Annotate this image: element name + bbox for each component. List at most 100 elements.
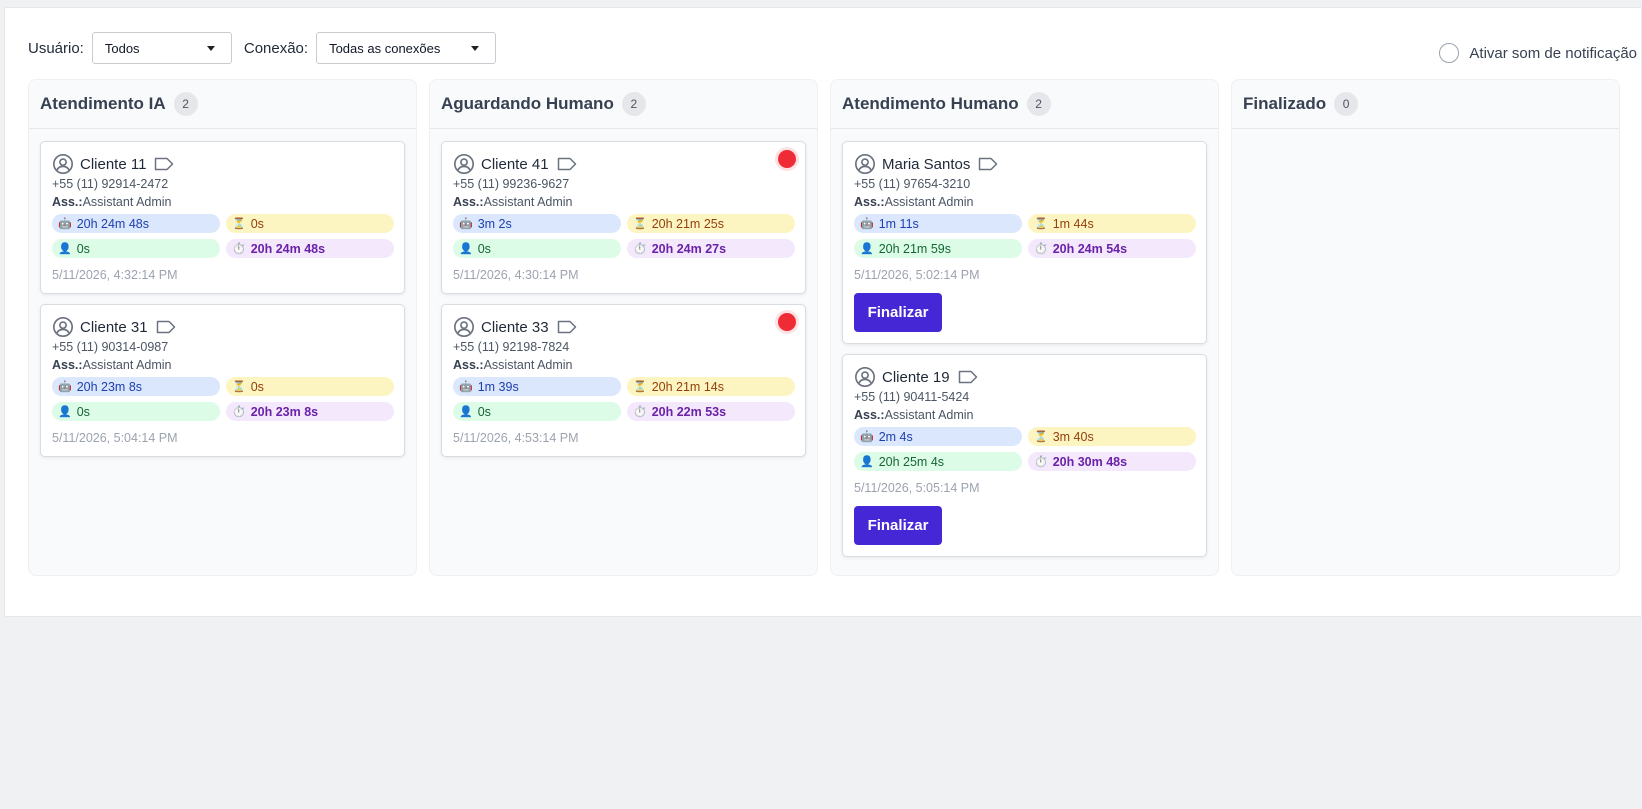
time-chips: 🤖 1m 11s ⏳ 1m 44s 👤 20h 21m 59s ⏱️ 20h 24m 5… [854,214,1196,258]
tag-icon[interactable] [156,320,176,334]
wait-time-chip: ⏳ 0s [226,377,394,396]
client-phone: +55 (11) 90411-5424 [854,390,970,404]
assignee-line: Ass.:Assistant Admin [453,358,795,372]
wait-time-value: 0s [250,379,264,394]
caret-down-icon [206,45,215,51]
tag-icon[interactable] [958,370,978,384]
card-list: Cliente 11 +55 (11) 92914-2472 Ass.:Assi… [29,129,416,457]
time-chips: 🤖 20h 24m 48s ⏳ 0s 👤 0s ⏱️ 20h 24m 48s [52,214,394,258]
human-time-value: 20h 21m 59s [878,241,951,256]
user-filter-select[interactable]: Todos [91,32,232,64]
human-time-value: 20h 25m 4s [878,454,945,469]
ticket-card[interactable]: Cliente 11 +55 (11) 92914-2472 Ass.:Assi… [40,141,405,294]
total-time-value: 20h 23m 8s [250,404,319,419]
time-chips: 🤖 1m 39s ⏳ 20h 21m 14s 👤 0s ⏱️ 20h 22m 53s [453,377,795,421]
ai-time-chip: 🤖 20h 24m 48s [52,214,220,233]
tag-icon[interactable] [557,157,577,171]
assignee-name: Assistant Admin [884,195,974,209]
user-filter-label: Usuário: [28,39,84,57]
ticket-date: 5/11/2026, 5:04:14 PM [52,431,178,445]
ai-time-value: 1m 11s [878,216,919,231]
tag-icon[interactable] [978,157,998,171]
time-chips: 🤖 3m 2s ⏳ 20h 21m 25s 👤 0s ⏱️ 20h 24m 27s [453,214,795,258]
human-time-chip: 👤 0s [453,402,621,421]
total-time-value: 20h 24m 54s [1052,241,1128,256]
column-header: Atendimento IA 2 [29,80,416,129]
caret-down-icon [471,45,480,51]
assignee-label: Ass.: [453,358,484,372]
connection-filter-value: Todas as conexões [329,40,441,56]
wait-time-chip: ⏳ 0s [226,214,394,233]
ai-time-value: 3m 2s [477,216,512,231]
ticket-card[interactable]: Maria Santos +55 (11) 97654-3210 Ass.:As… [842,141,1207,344]
assignee-name: Assistant Admin [82,358,172,372]
ai-time-value: 20h 23m 8s [76,379,143,394]
card-header: Maria Santos [854,153,1196,175]
notification-checkbox[interactable] [1439,43,1460,63]
person-icon: 👤 [459,406,473,418]
finalize-button[interactable]: Finalizar [854,506,942,545]
assignee-name: Assistant Admin [483,195,573,209]
ticket-card[interactable]: Cliente 41 +55 (11) 99236-9627 Ass.:Assi… [441,141,806,294]
assignee-line: Ass.:Assistant Admin [854,408,1196,422]
notification-sound-toggle[interactable]: Ativar som de notificação [1439,43,1637,63]
card-header: Cliente 31 [52,316,394,338]
assignee-label: Ass.: [52,358,83,372]
total-time-value: 20h 24m 48s [250,241,326,256]
tag-icon[interactable] [154,157,174,171]
notification-label: Ativar som de notificação [1469,44,1637,62]
human-time-value: 0s [477,404,491,419]
column-finalizado: Finalizado 0 [1231,79,1620,576]
stopwatch-icon: ⏱️ [1034,243,1048,255]
ticket-date: 5/11/2026, 4:53:14 PM [453,431,579,445]
ai-time-chip: 🤖 20h 23m 8s [52,377,220,396]
assignee-name: Assistant Admin [82,195,172,209]
user-circle-icon [454,317,474,337]
client-phone: +55 (11) 90314-0987 [52,340,169,354]
finalize-button[interactable]: Finalizar [854,293,942,332]
total-time-chip: ⏱️ 20h 24m 48s [226,239,394,258]
client-phone: +55 (11) 92914-2472 [52,177,169,191]
assignee-label: Ass.: [453,195,484,209]
card-list [1232,129,1619,141]
person-icon: 👤 [58,243,72,255]
hourglass-icon: ⏳ [232,381,246,393]
total-time-chip: ⏱️ 20h 30m 48s [1028,452,1196,471]
column-header: Atendimento Humano 2 [831,80,1218,129]
robot-icon: 🤖 [58,218,72,230]
card-list: Maria Santos +55 (11) 97654-3210 Ass.:As… [831,129,1218,557]
column-title: Aguardando Humano [441,94,614,113]
column-atendimento-ia: Atendimento IA 2 Cliente 11 +55 (11) 9291… [28,79,417,576]
hourglass-icon: ⏳ [1034,431,1048,443]
assignee-line: Ass.:Assistant Admin [854,195,1196,209]
column-count-badge: 2 [621,92,646,116]
ai-time-chip: 🤖 2m 4s [854,427,1022,446]
connection-filter-select[interactable]: Todas as conexões [316,32,497,64]
client-name: Cliente 33 [481,318,549,336]
client-name: Cliente 11 [80,155,147,173]
person-icon: 👤 [459,243,473,255]
robot-icon: 🤖 [459,381,473,393]
wait-time-chip: ⏳ 1m 44s [1028,214,1196,233]
ticket-card[interactable]: Cliente 19 +55 (11) 90411-5424 Ass.:Assi… [842,354,1207,557]
ai-time-chip: 🤖 3m 2s [453,214,621,233]
time-chips: 🤖 20h 23m 8s ⏳ 0s 👤 0s ⏱️ 20h 23m 8s [52,377,394,421]
human-time-value: 0s [76,241,90,256]
ticket-card[interactable]: Cliente 31 +55 (11) 90314-0987 Ass.:Assi… [40,304,405,457]
tag-icon[interactable] [557,320,577,334]
ticket-card[interactable]: Cliente 33 +55 (11) 92198-7824 Ass.:Assi… [441,304,806,457]
user-circle-icon [855,367,875,387]
robot-icon: 🤖 [860,218,874,230]
stopwatch-icon: ⏱️ [633,243,647,255]
wait-time-value: 1m 44s [1052,216,1094,231]
card-header: Cliente 41 [453,153,795,175]
assignee-line: Ass.:Assistant Admin [453,195,795,209]
human-time-chip: 👤 0s [52,402,220,421]
column-count-badge: 0 [1334,92,1359,116]
wait-time-value: 0s [250,216,264,231]
wait-time-chip: ⏳ 20h 21m 14s [627,377,795,396]
assignee-name: Assistant Admin [884,408,974,422]
total-time-value: 20h 24m 27s [651,241,727,256]
client-name: Cliente 31 [80,318,148,336]
user-circle-icon [53,154,73,174]
